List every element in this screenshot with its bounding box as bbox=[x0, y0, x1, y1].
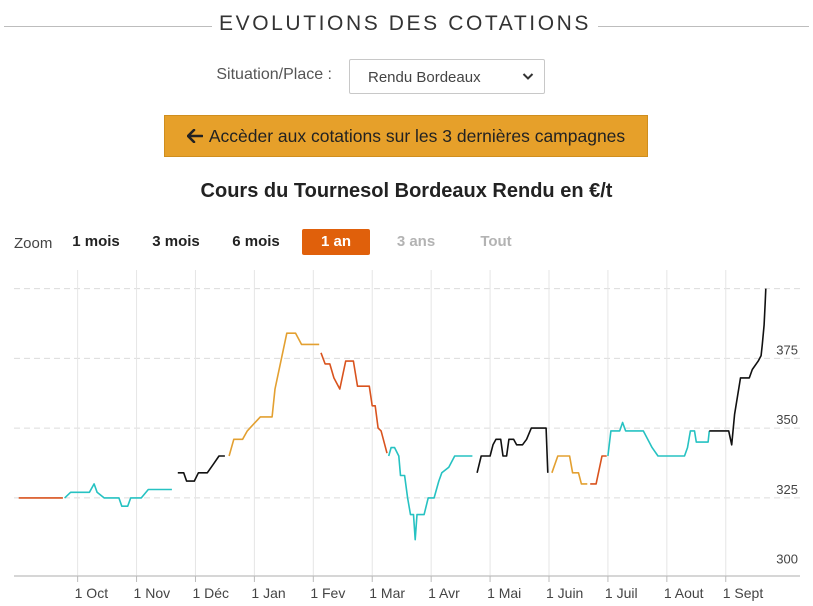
series-line-segment bbox=[64, 483, 172, 507]
chevron-down-icon bbox=[522, 73, 534, 80]
y-tick-label: 350 bbox=[776, 412, 798, 427]
x-tick-label: 1 Juil bbox=[605, 585, 638, 601]
series-line-segment bbox=[551, 455, 588, 485]
page-title: EVOLUTIONS DES COTATIONS bbox=[219, 12, 591, 35]
heading-divider-right bbox=[598, 26, 809, 27]
y-tick-label: 375 bbox=[776, 342, 798, 357]
x-tick-label: 1 Oct bbox=[75, 585, 109, 601]
x-tick-label: 1 Aout bbox=[664, 585, 704, 601]
series-line-segment bbox=[709, 288, 767, 446]
page-heading: EVOLUTIONS DES COTATIONS bbox=[0, 8, 813, 44]
series-line-segment bbox=[320, 352, 388, 454]
x-tick-label: 1 Nov bbox=[134, 585, 171, 601]
series-line-segment bbox=[476, 427, 549, 473]
situation-select[interactable]: Rendu Bordeaux bbox=[349, 59, 545, 94]
zoom-button-6-mois[interactable]: 6 mois bbox=[232, 233, 280, 250]
arrow-left-icon bbox=[186, 129, 203, 143]
heading-divider-left bbox=[4, 26, 212, 27]
zoom-button-3-ans: 3 ans bbox=[396, 233, 436, 250]
zoom-button-3-mois[interactable]: 3 mois bbox=[152, 233, 200, 250]
x-tick-label: 1 Fev bbox=[310, 585, 345, 601]
series-line-segment bbox=[177, 455, 225, 482]
x-tick-label: 1 Mai bbox=[487, 585, 521, 601]
zoom-button-tout: Tout bbox=[480, 233, 512, 250]
x-tick-label: 1 Mar bbox=[369, 585, 405, 601]
situation-label: Situation/Place : bbox=[216, 66, 332, 83]
x-tick-label: 1 Sept bbox=[723, 585, 764, 601]
series-line-segment bbox=[607, 421, 711, 457]
x-tick-label: 1 Jan bbox=[251, 585, 285, 601]
campaign-history-label: Accèder aux cotations sur les 3 dernière… bbox=[208, 125, 626, 146]
y-tick-label: 300 bbox=[776, 552, 798, 567]
zoom-label: Zoom bbox=[14, 235, 53, 252]
x-tick-label: 1 Juin bbox=[546, 585, 583, 601]
chart-title: Cours du Tournesol Bordeaux Rendu en €/t bbox=[200, 180, 613, 202]
series-line-segment bbox=[590, 455, 607, 485]
price-chart: 1 Oct 1 Nov 1 Déc 1 Jan 1 Fev 1 Mar 1 Avr 1 Mai… bbox=[14, 270, 800, 601]
series-line-segment bbox=[228, 332, 320, 457]
zoom-button-1-an[interactable]: 1 an bbox=[302, 229, 370, 255]
x-tick-label: 1 Déc bbox=[192, 585, 229, 601]
zoom-button-1-mois[interactable]: 1 mois bbox=[72, 233, 120, 250]
y-tick-label: 325 bbox=[776, 482, 798, 497]
situation-select-value: Rendu Bordeaux bbox=[368, 69, 481, 86]
series-line-segment bbox=[387, 446, 473, 541]
x-tick-label: 1 Avr bbox=[428, 585, 460, 601]
campaign-history-button[interactable]: Accèder aux cotations sur les 3 dernière… bbox=[164, 115, 648, 157]
